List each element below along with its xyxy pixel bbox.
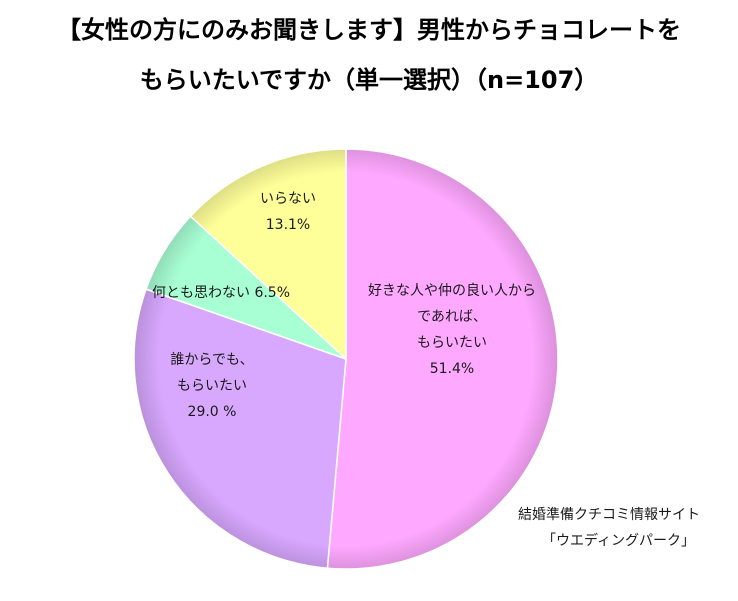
chart-title-line-1: 【女性の方にのみお聞きします】男性からチョコレートを (57, 16, 681, 44)
slice-label-line-0-1: であれば、 (417, 309, 487, 325)
slice-label-line-0-0: 好きな人や仲の良い人から (368, 283, 536, 299)
slice-label-1: 誰からでも、もらいたい 29.0 % (170, 352, 253, 420)
slice-label-0: 好きな人や仲の良い人からであれば、もらいたい 51.4% (368, 283, 536, 377)
slice-label-line-1-1: もらいたい (177, 378, 247, 394)
source-credit-line-2: 「ウエディングパーク」 (542, 532, 695, 549)
labels-layer: 好きな人や仲の良い人からであれば、もらいたい 51.4%誰からでも、もらいたい 29… (152, 191, 536, 420)
source-credit-line-1: 結婚準備クチコミ情報サイト (518, 507, 700, 523)
slice-label-line-1-0: 誰からでも、 (170, 352, 253, 368)
pie-slice-0 (326, 148, 559, 570)
slices-layer (133, 148, 559, 570)
pie-slice-3 (189, 148, 347, 361)
slice-label-line-3-0: いらない (260, 191, 316, 207)
slice-value-label-1: 29.0 % (188, 404, 237, 420)
chart-title-line-2: もらいたいですか（単一選択）（n=107） (139, 66, 599, 94)
slice-label-line-0-2: もらいたい (417, 335, 487, 351)
slice-value-label-0: 51.4% (430, 361, 474, 377)
slice-label-2: 何とも思わない 6.5% (152, 285, 290, 301)
slice-label-3: いらない 13.1% (260, 191, 316, 233)
slice-value-label-3: 13.1% (266, 217, 310, 233)
pie-slice-1 (133, 288, 347, 570)
